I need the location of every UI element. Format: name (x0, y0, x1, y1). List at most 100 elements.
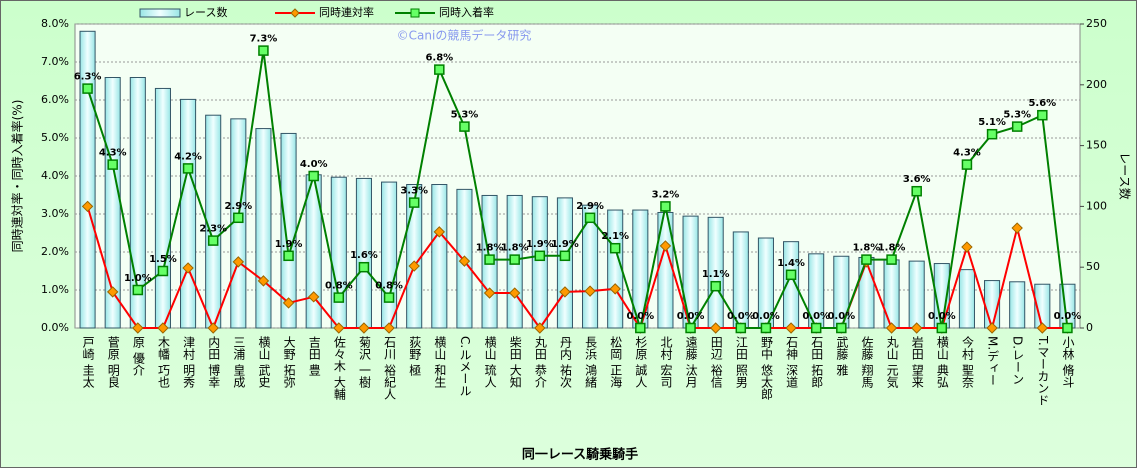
y-tick-label: 1.0% (41, 283, 69, 296)
marker (1011, 222, 1023, 234)
data-label: 7.3% (250, 34, 278, 45)
data-label: 5.6% (1028, 98, 1056, 109)
marker (1062, 322, 1073, 334)
data-label: 0.8% (325, 281, 353, 292)
x-tick-label: 武藤 雅 (835, 336, 849, 376)
data-label: 1.6% (350, 250, 378, 261)
data-label: 1.4% (777, 258, 805, 269)
x-tick-label: 北村 宏司 (659, 336, 673, 388)
marker (936, 322, 948, 334)
y2-tick-label: 50 (1086, 260, 1100, 273)
y-tick-label: 6.0% (41, 93, 69, 106)
bar (858, 256, 875, 329)
marker (358, 261, 370, 273)
marker (81, 200, 94, 213)
x-tick-label: 野中 悠太郎 (759, 336, 773, 400)
marker (609, 283, 621, 295)
data-label: 2.9% (224, 201, 252, 212)
x-tick-label: 菅原 明良 (106, 336, 120, 389)
data-label: 3.3% (400, 186, 428, 197)
bar (381, 181, 398, 329)
y-axis-title: 同時連対率・同時入着率(%) (10, 100, 25, 253)
data-label: 2.9% (576, 201, 604, 212)
marker (534, 250, 546, 262)
marker (283, 250, 294, 262)
marker (157, 322, 169, 334)
bar (883, 259, 900, 329)
x-axis-title: 同一レース騎乗騎手 (522, 447, 638, 463)
x-tick-label: 横山 和生 (433, 336, 447, 388)
data-label: 3.6% (903, 174, 931, 185)
marker (584, 212, 596, 224)
marker (861, 254, 872, 265)
bar (958, 269, 975, 329)
x-tick-label: 横山 典弘 (935, 336, 949, 388)
marker (961, 159, 973, 170)
line (86, 206, 1068, 332)
bar (531, 196, 548, 329)
marker (483, 287, 496, 299)
x-tick-label: T.マーカンド (1036, 335, 1050, 406)
marker (408, 260, 420, 272)
data-label: 3.2% (652, 189, 680, 200)
x-tick-label: 長浜 鴻緒 (584, 336, 598, 388)
x-tick-label: 大野 拓弥 (282, 336, 296, 388)
marker (132, 322, 144, 334)
marker (132, 284, 144, 296)
marker (559, 250, 571, 262)
bar (908, 260, 925, 329)
x-tick-label: 荻野 極 (408, 336, 422, 376)
y2-tick-label: 150 (1086, 139, 1107, 152)
marker (760, 322, 772, 334)
data-label: 1.9% (275, 239, 303, 250)
marker (333, 292, 345, 303)
marker (358, 322, 370, 334)
marker (660, 201, 671, 212)
y2-tick-label: 200 (1086, 78, 1107, 91)
marker (308, 170, 319, 182)
marker (709, 322, 722, 334)
data-label: 1.8% (853, 243, 881, 254)
marker (986, 128, 998, 140)
legend-label: 同時連対率 (319, 5, 374, 19)
data-label: 0.0% (827, 311, 855, 322)
data-label: 0.0% (928, 311, 956, 322)
marker (383, 292, 395, 303)
marker (509, 254, 520, 265)
x-tick-label: 横山 武史 (257, 336, 271, 388)
y-tick-label: 4.0% (41, 169, 69, 182)
y-tick-label: 5.0% (41, 131, 69, 144)
x-tick-label: 柴田 大知 (508, 336, 522, 389)
data-label: 0.0% (727, 311, 755, 322)
bar (79, 30, 96, 329)
marker (232, 256, 245, 268)
bar (205, 114, 222, 329)
x-tick-label: 杉原 誠人 (634, 336, 648, 388)
marker (383, 322, 395, 334)
bar (556, 197, 573, 329)
x-tick-label: 石神 深道 (785, 336, 799, 388)
x-tick-label: 佐々木 大輔 (332, 336, 346, 401)
data-label: 1.8% (878, 243, 906, 254)
marker (207, 235, 219, 246)
y-tick-label: 7.0% (41, 55, 69, 68)
marker (207, 322, 219, 334)
y2-tick-label: 0 (1086, 321, 1093, 334)
marker (635, 322, 646, 334)
data-label: 5.3% (451, 110, 479, 121)
x-tick-label: 丹内 祐次 (558, 336, 572, 388)
marker (886, 254, 897, 265)
data-label: 1.9% (526, 239, 554, 250)
line (86, 50, 1069, 332)
data-label: 0.0% (626, 311, 654, 322)
y2-tick-label: 250 (1086, 17, 1107, 30)
bar (330, 176, 347, 329)
x-tick-label: 原 優介 (131, 336, 145, 376)
x-tick-label: 田辺 裕信 (709, 336, 723, 388)
data-label: 6.3% (74, 72, 102, 83)
x-tick-label: 松岡 正海 (609, 336, 623, 388)
data-label: 1.8% (501, 243, 529, 254)
legend-label: レース数 (184, 6, 227, 19)
legend-marker (410, 8, 420, 18)
